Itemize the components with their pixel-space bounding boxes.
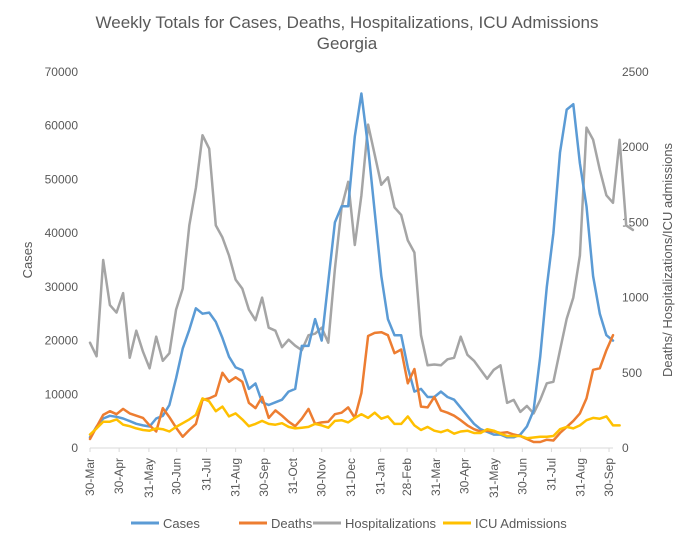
x-tick-label: 30-Apr (458, 458, 472, 494)
chart-title: Weekly Totals for Cases, Deaths, Hospita… (96, 13, 599, 32)
x-tick-label: 30-Jun (170, 458, 184, 495)
y-tick-label: 30000 (45, 280, 79, 294)
chart-subtitle: Georgia (317, 34, 378, 53)
y-axis-ticks: 0 10000 20000 30000 40000 50000 60000 70000 (45, 65, 79, 455)
y2-tick-label: 0 (622, 441, 629, 455)
x-tick-label: 28-Feb (400, 458, 414, 496)
y-tick-label: 20000 (45, 334, 79, 348)
legend-label: Cases (163, 516, 200, 531)
x-tick-label: 31-Jan (374, 458, 388, 495)
series-line-icu-admissions (88, 397, 621, 440)
y2-tick-label: 500 (622, 366, 642, 380)
y2-tick-label: 1000 (622, 291, 649, 305)
y-axis-title: Cases (20, 241, 35, 278)
x-tick-label: 30-Sep (602, 458, 616, 497)
y-tick-label: 60000 (45, 119, 79, 133)
x-tick-label: 31-Mar (429, 458, 443, 496)
x-tick-label: 30-Mar (83, 458, 97, 496)
x-tick-label: 31-Oct (286, 457, 300, 494)
y2-tick-label: 2000 (622, 140, 649, 154)
legend: Cases Deaths Hospitalizations ICU Admission… (131, 516, 567, 531)
series-line-cases (88, 92, 615, 439)
x-tick-label: 31-Aug (574, 458, 588, 497)
y-tick-label: 0 (71, 441, 78, 455)
x-tick-label: 31-May (142, 458, 156, 498)
x-tick-label: 31-Jul (200, 458, 214, 491)
series-line-deaths (88, 330, 615, 444)
x-tick-label: 30-Sep (257, 458, 271, 497)
series-line-hospitalizations (88, 123, 635, 415)
series-lines (88, 92, 635, 444)
y-tick-label: 50000 (45, 172, 79, 186)
legend-label: Hospitalizations (345, 516, 437, 531)
x-tick-label: 31-Jul (544, 458, 558, 491)
legend-label: ICU Admissions (475, 516, 567, 531)
x-tick-label: 31-Aug (229, 458, 243, 497)
x-tick-label: 31-May (487, 458, 501, 498)
x-tick-label: 31-Dec (344, 458, 358, 497)
y-tick-label: 70000 (45, 65, 79, 79)
y-tick-label: 10000 (45, 387, 79, 401)
x-tick-label: 30-Nov (315, 458, 329, 497)
legend-label: Deaths (271, 516, 313, 531)
y2-axis-title: Deaths/ Hospitalizations/ICU admissions (660, 142, 675, 377)
y2-tick-label: 2500 (622, 65, 649, 79)
y-tick-label: 40000 (45, 226, 79, 240)
x-tick-label: 30-Apr (112, 458, 126, 494)
x-axis-ticks: 30-Mar 30-Apr 31-May 30-Jun 31-Jul 31-Aug 30-S… (83, 448, 616, 498)
x-tick-label: 30-Jun (515, 458, 529, 495)
